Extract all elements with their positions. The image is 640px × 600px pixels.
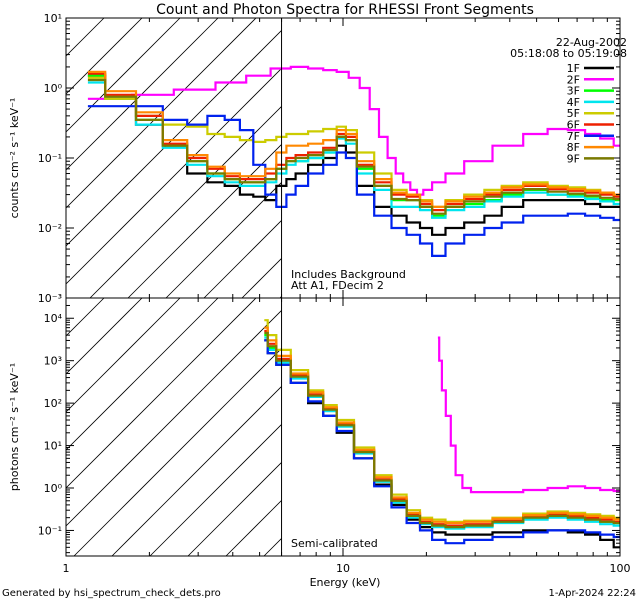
series-line-4f (87, 81, 620, 219)
hatch-line (66, 298, 257, 489)
hatch-line (66, 298, 143, 375)
hatch-line (127, 144, 282, 298)
axis-ticks-top: 10¹ 10⁰ 10⁻¹ 10⁻² 10⁻³ (38, 12, 621, 305)
series-lines-bottom (264, 319, 620, 549)
legend-label-1f: 1F (567, 62, 580, 75)
hatch-line (66, 68, 282, 285)
hatch-line (165, 182, 282, 298)
date-label: 22-Aug-2002 (556, 36, 627, 49)
legend-label-8f: 8F (567, 141, 580, 154)
y-tick-label: 10⁻² (38, 222, 62, 235)
footer-timestamp: 1-Apr-2024 22:24 (549, 588, 636, 599)
series-line-5f (264, 319, 620, 523)
hatch-line (66, 30, 282, 247)
y-axis-label-bottom: photons cm⁻² s⁻¹ keV⁻¹ (8, 363, 21, 491)
time-range-label: 05:18:08 to 05:19:08 (510, 47, 627, 60)
y-tick-label: 10⁻³ (38, 292, 62, 305)
series-line-7f (87, 105, 620, 257)
annotation-background: Includes Background (291, 268, 406, 281)
hatch-line (89, 106, 282, 298)
series-line-2f (87, 65, 620, 196)
hatch-line (263, 538, 282, 556)
legend-label-4f: 4F (567, 96, 580, 109)
legend-label-2f: 2F (567, 73, 580, 86)
series-line-8f (264, 326, 620, 525)
legend-label-9f: 9F (567, 152, 580, 165)
series-line-9f (264, 331, 620, 529)
y-tick-label: 10⁴ (44, 312, 63, 325)
chart-title: Count and Photon Spectra for RHESSI Fron… (156, 2, 534, 18)
y-tick-label: 10¹ (44, 12, 62, 25)
x-tick-label: 1 (63, 562, 70, 575)
series-line-2f (437, 336, 620, 494)
legend-label-3f: 3F (567, 85, 580, 98)
y-tick-label: 10¹ (44, 440, 62, 453)
hatch-line (241, 258, 282, 298)
legend-label-6f: 6F (567, 119, 580, 132)
hatch-line (149, 424, 282, 556)
axis-ticks-bottom: 1 10 100 10⁴ 10³ 10² 10¹ 10⁰ 10⁻¹ (38, 297, 631, 575)
plot-frame-top (65, 17, 621, 299)
hatch-line (66, 298, 219, 451)
y-tick-label: 10² (44, 397, 62, 410)
hatch-line (66, 298, 105, 337)
hatch-line (187, 462, 282, 556)
x-tick-label: 100 (610, 562, 631, 575)
hatch-line (73, 348, 282, 556)
series-line-8f (87, 70, 620, 208)
y-tick-label: 10⁰ (44, 82, 63, 95)
y-tick-label: 10³ (44, 355, 62, 368)
series-line-1f (87, 74, 620, 236)
annotation-attenuator: Att A1, FDecim 2 (291, 279, 384, 292)
y-axis-label-top: counts cm⁻² s⁻¹ keV⁻¹ (8, 98, 21, 219)
y-tick-label: 10⁻¹ (38, 152, 62, 165)
series-line-6f (87, 72, 620, 212)
hatched-region-bottom (66, 298, 282, 556)
hatch-line (225, 500, 282, 556)
footer-generated-by: Generated by hsi_spectrum_check_dets.pro (2, 588, 221, 599)
series-line-9f (87, 78, 620, 215)
hatch-line (66, 310, 282, 527)
y-tick-label: 10⁰ (44, 482, 63, 495)
legend-label-5f: 5F (567, 107, 580, 120)
x-axis-label: Energy (keV) (310, 576, 381, 589)
hatch-line (203, 220, 282, 298)
series-lines-top (87, 65, 620, 257)
hatched-region-top (66, 18, 282, 298)
hatch-line (66, 298, 181, 413)
hatch-line (111, 386, 282, 556)
annotation-semi-calibrated: Semi-calibrated (291, 537, 378, 550)
legend-label-7f: 7F (567, 130, 580, 143)
series-line-5f (87, 76, 620, 208)
y-tick-label: 10⁻¹ (38, 524, 62, 537)
hatch-line (66, 18, 181, 133)
hatch-line (66, 18, 105, 57)
hatch-line (66, 18, 143, 95)
x-tick-label: 10 (336, 562, 350, 575)
